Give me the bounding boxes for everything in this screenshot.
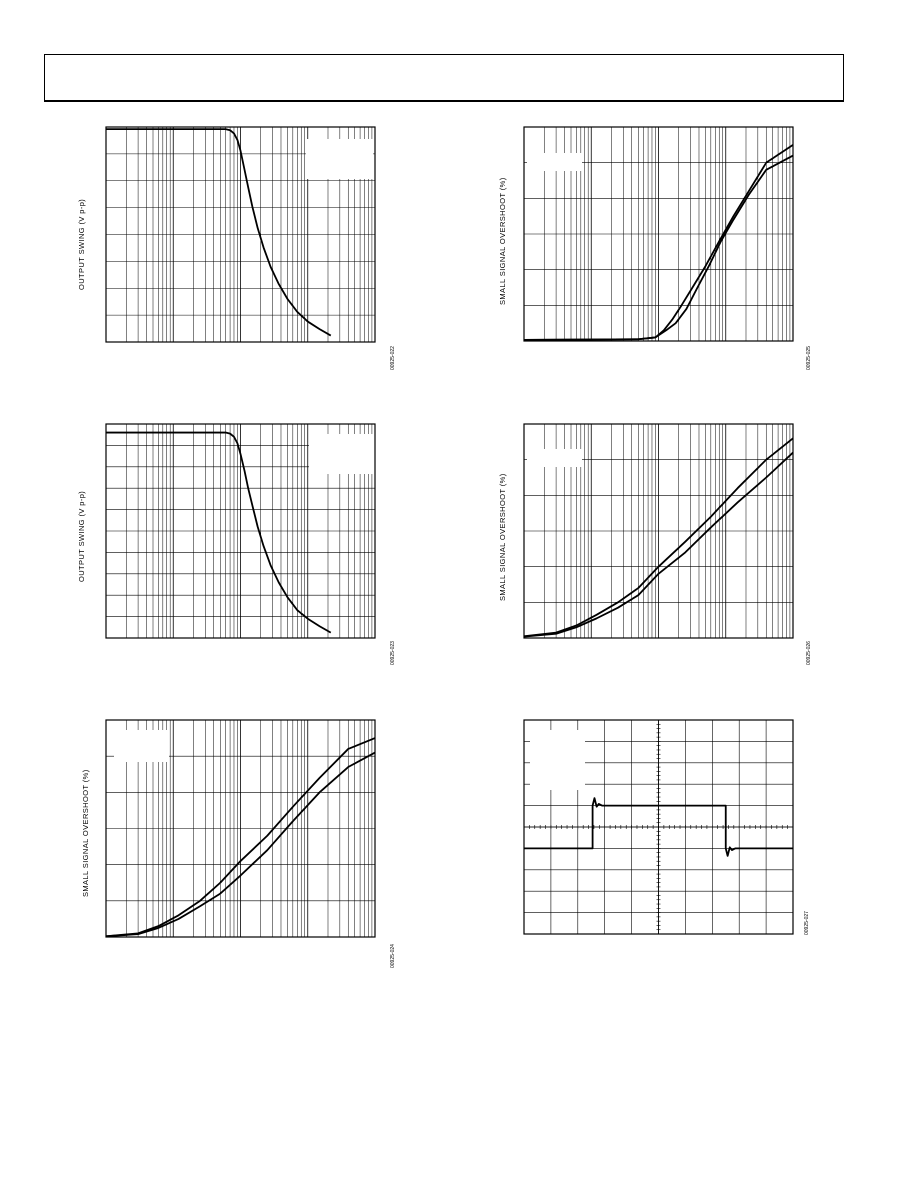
chart-plot-fig-024	[105, 719, 376, 938]
figure-id-label: 00925-024	[390, 944, 396, 968]
page-header-box	[44, 54, 844, 102]
series-line-2	[105, 751, 376, 938]
series-line-2	[523, 154, 794, 341]
figure-id-label: 00925-025	[806, 346, 812, 370]
figure-id-label: 00925-026	[806, 641, 812, 665]
plot-frame	[105, 126, 376, 343]
series-line-1	[106, 431, 332, 634]
y-axis-label: SMALL SIGNAL OVERSHOOT (%)	[498, 473, 507, 601]
y-axis-label: SMALL SIGNAL OVERSHOOT (%)	[498, 177, 507, 305]
legend-area	[309, 434, 376, 474]
y-axis-label: OUTPUT SWING (V p-p)	[77, 490, 86, 582]
y-axis-label: OUTPUT SWING (V p-p)	[77, 198, 86, 290]
series-line-2	[523, 451, 794, 638]
plot-frame	[523, 719, 794, 935]
chart-panel-fig-025	[523, 126, 794, 342]
figure-id-label: 00925-027	[804, 911, 810, 935]
chart-panel-fig-026	[523, 423, 794, 639]
legend-area	[306, 139, 373, 179]
chart-plot-fig-026	[523, 423, 794, 639]
y-axis-label: SMALL SIGNAL OVERSHOOT (%)	[81, 769, 90, 897]
plot-frame	[105, 719, 376, 938]
plot-frame	[105, 423, 376, 639]
series-line-1	[524, 797, 793, 857]
legend-area	[527, 153, 582, 171]
legend-area	[527, 449, 582, 467]
series-line-1	[523, 437, 794, 638]
chart-panel-fig-022	[105, 126, 376, 343]
plot-frame	[523, 126, 794, 342]
chart-plot-fig-027	[523, 719, 794, 935]
figure-id-label: 00925-022	[390, 346, 396, 370]
series-line-1	[106, 128, 332, 337]
chart-panel-fig-023	[105, 423, 376, 639]
chart-plot-fig-023	[105, 423, 376, 639]
figure-id-label: 00925-023	[390, 641, 396, 665]
chart-plot-fig-022	[105, 126, 376, 343]
chart-plot-fig-025	[523, 126, 794, 342]
series-line-1	[105, 737, 376, 938]
plot-frame	[523, 423, 794, 639]
chart-panel-fig-024	[105, 719, 376, 938]
chart-panel-fig-027	[523, 719, 794, 935]
legend-area	[530, 730, 585, 790]
legend-area	[114, 730, 169, 762]
